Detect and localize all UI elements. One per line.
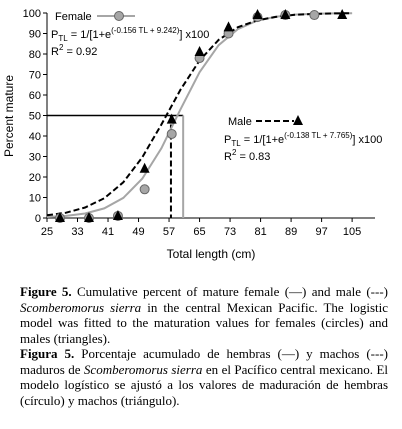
- caption-text: Porcentaje acumulado de hembras (—) y ma…: [20, 346, 388, 377]
- equation-part: ] x100: [179, 29, 209, 41]
- fitted-curve: [46, 12, 353, 217]
- point: [194, 45, 205, 56]
- x-tick-label: 65: [193, 226, 205, 238]
- y-tick-label: 60: [29, 90, 41, 102]
- point: [223, 21, 234, 32]
- y-tick-label: 20: [29, 172, 41, 184]
- point: [54, 212, 65, 222]
- equation: PTL = 1/[1+e(-0.138 TL + 7.765)] x100: [224, 131, 382, 148]
- r2-part: = 0.92: [63, 46, 97, 58]
- equation-part: TL: [58, 34, 68, 43]
- x-tick-label: 81: [254, 226, 266, 238]
- equation-part: (-0.138 TL + 7.765): [284, 131, 353, 140]
- x-tick-label: 49: [132, 226, 144, 238]
- y-tick-label: 0: [35, 213, 41, 225]
- r2-part: 2: [232, 148, 237, 157]
- y-tick-label: 100: [23, 8, 41, 20]
- r2-part: = 0.83: [236, 151, 270, 163]
- y-tick-label: 80: [29, 49, 41, 61]
- point: [166, 113, 177, 124]
- legend-label: Male: [228, 116, 252, 128]
- x-tick-label: 105: [343, 226, 361, 238]
- r-squared: R2 = 0.83: [224, 148, 270, 163]
- x-tick-label: 97: [315, 226, 327, 238]
- caption-text: Scomberomorus sierra: [20, 299, 142, 315]
- y-tick-label: 90: [29, 29, 41, 41]
- y-axis-label: Percent mature: [2, 75, 16, 157]
- equation: PTL = 1/[1+e(-0.156 TL + 9.242)] x100: [51, 26, 209, 43]
- point: [166, 128, 177, 139]
- r2-part: 2: [59, 43, 64, 52]
- caption-text: Figure 5.: [20, 284, 72, 299]
- point: [280, 9, 291, 20]
- x-tick-label: 57: [163, 226, 175, 238]
- legend-marker: [293, 115, 303, 125]
- y-tick-label: 40: [29, 131, 41, 143]
- y-tick-label: 10: [29, 193, 41, 205]
- caption-text: Scomberomorus sierra: [83, 361, 203, 377]
- x-axis-label: Total length (cm): [167, 247, 256, 261]
- y-tick-label: 30: [29, 152, 41, 164]
- equation-part: = 1/[1+e: [68, 29, 111, 41]
- r2-part: R: [51, 46, 59, 58]
- y-tick-label: 70: [29, 70, 41, 82]
- x-tick-label: 41: [102, 226, 114, 238]
- caption-text: Figura 5.: [20, 346, 75, 361]
- x-tick-label: 73: [224, 226, 236, 238]
- chart: Total length (cm) Percent mature 0 10 20 30…: [2, 8, 382, 261]
- point: [252, 9, 263, 20]
- caption-spanish: Figura 5. Porcentaje acumulado de hembra…: [20, 346, 388, 408]
- point: [112, 209, 123, 220]
- point: [309, 10, 320, 21]
- legend-marker: [114, 11, 124, 21]
- legend-label: Female: [55, 11, 92, 23]
- equation-part: TL: [231, 139, 241, 148]
- equation-part: P: [51, 29, 58, 41]
- point: [83, 212, 94, 222]
- equation-part: (-0.156 TL + 9.242): [111, 26, 180, 35]
- y-tick-label: 50: [29, 111, 41, 123]
- caption-text: en el Pacífico central mexicano. El mode…: [20, 361, 388, 408]
- caption-text: Cumulative percent of mature female (—) …: [71, 284, 388, 299]
- x-tick-label: 25: [41, 226, 53, 238]
- x-tick-label: 33: [71, 226, 83, 238]
- r2-part: R: [224, 151, 232, 163]
- caption-text: in the central Mexican Pacific. The logi…: [20, 299, 388, 346]
- point: [139, 184, 150, 195]
- equation-part: P: [224, 134, 231, 146]
- point: [337, 9, 348, 20]
- r-squared: R2 = 0.92: [51, 43, 97, 58]
- equation-part: ] x100: [352, 134, 382, 146]
- x-tick-label: 89: [285, 226, 297, 238]
- point: [139, 162, 150, 173]
- equation-part: = 1/[1+e: [241, 134, 284, 146]
- caption-english: Figure 5. Cumulative percent of mature f…: [20, 284, 388, 346]
